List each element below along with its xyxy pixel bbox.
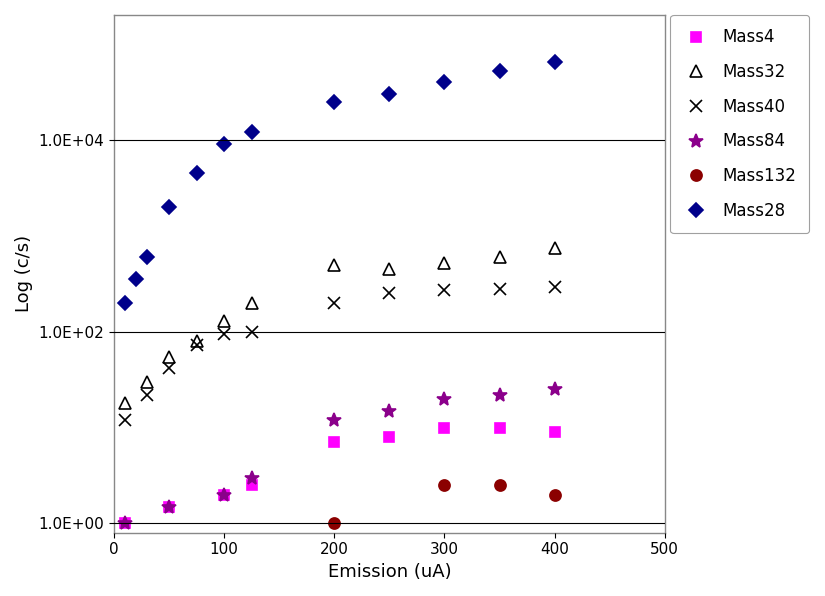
Mass132 bbox=[440, 482, 450, 489]
Mass84 bbox=[164, 503, 174, 510]
Mass132 bbox=[494, 482, 504, 489]
Line: Mass32: Mass32 bbox=[120, 242, 560, 409]
Mass32 bbox=[384, 265, 394, 272]
Mass84 bbox=[494, 391, 504, 398]
Mass28 bbox=[164, 203, 174, 210]
Mass4 bbox=[164, 503, 174, 510]
Legend: Mass4, Mass32, Mass40, Mass84, Mass132, Mass28: Mass4, Mass32, Mass40, Mass84, Mass132, … bbox=[670, 15, 809, 233]
Mass4 bbox=[219, 491, 229, 498]
Line: Mass132: Mass132 bbox=[328, 480, 560, 529]
Mass32 bbox=[120, 399, 130, 406]
Mass40 bbox=[329, 299, 339, 306]
Line: Mass4: Mass4 bbox=[120, 423, 559, 528]
Line: Mass84: Mass84 bbox=[118, 383, 562, 530]
Mass40 bbox=[164, 364, 174, 371]
Mass84 bbox=[247, 474, 257, 481]
Mass32 bbox=[219, 317, 229, 324]
Line: Mass40: Mass40 bbox=[120, 282, 560, 426]
Mass4 bbox=[247, 482, 257, 489]
Mass32 bbox=[247, 299, 257, 306]
X-axis label: Emission (uA): Emission (uA) bbox=[328, 563, 451, 581]
Mass40 bbox=[384, 290, 394, 297]
Mass32 bbox=[440, 259, 450, 266]
Mass84 bbox=[440, 395, 450, 402]
Mass32 bbox=[164, 353, 174, 360]
Mass132 bbox=[329, 520, 339, 527]
Mass4 bbox=[494, 424, 504, 431]
Mass84 bbox=[384, 407, 394, 414]
Line: Mass28: Mass28 bbox=[120, 57, 559, 308]
Mass40 bbox=[549, 284, 559, 291]
Mass32 bbox=[142, 378, 152, 386]
Mass40 bbox=[494, 285, 504, 292]
Mass40 bbox=[247, 328, 257, 335]
Mass32 bbox=[494, 253, 504, 260]
Mass4 bbox=[549, 429, 559, 436]
Mass28 bbox=[142, 253, 152, 260]
Mass32 bbox=[549, 244, 559, 252]
Mass32 bbox=[329, 261, 339, 268]
Mass28 bbox=[384, 91, 394, 98]
Mass84 bbox=[219, 491, 229, 498]
Mass28 bbox=[494, 67, 504, 74]
Mass28 bbox=[549, 58, 559, 66]
Mass40 bbox=[120, 417, 130, 424]
Mass40 bbox=[440, 287, 450, 294]
Mass28 bbox=[329, 98, 339, 105]
Mass32 bbox=[191, 337, 201, 344]
Mass28 bbox=[219, 141, 229, 148]
Mass4 bbox=[329, 439, 339, 446]
Mass84 bbox=[120, 520, 130, 527]
Mass4 bbox=[384, 433, 394, 440]
Mass28 bbox=[120, 299, 130, 306]
Mass28 bbox=[247, 129, 257, 136]
Mass84 bbox=[549, 386, 559, 393]
Mass4 bbox=[440, 424, 450, 431]
Mass40 bbox=[219, 330, 229, 337]
Mass132 bbox=[549, 491, 559, 498]
Mass28 bbox=[131, 276, 141, 283]
Mass28 bbox=[191, 169, 201, 176]
Mass84 bbox=[329, 417, 339, 424]
Y-axis label: Log (c/s): Log (c/s) bbox=[15, 235, 33, 312]
Mass40 bbox=[142, 391, 152, 398]
Mass4 bbox=[120, 520, 130, 527]
Mass28 bbox=[440, 79, 450, 86]
Mass40 bbox=[191, 342, 201, 349]
